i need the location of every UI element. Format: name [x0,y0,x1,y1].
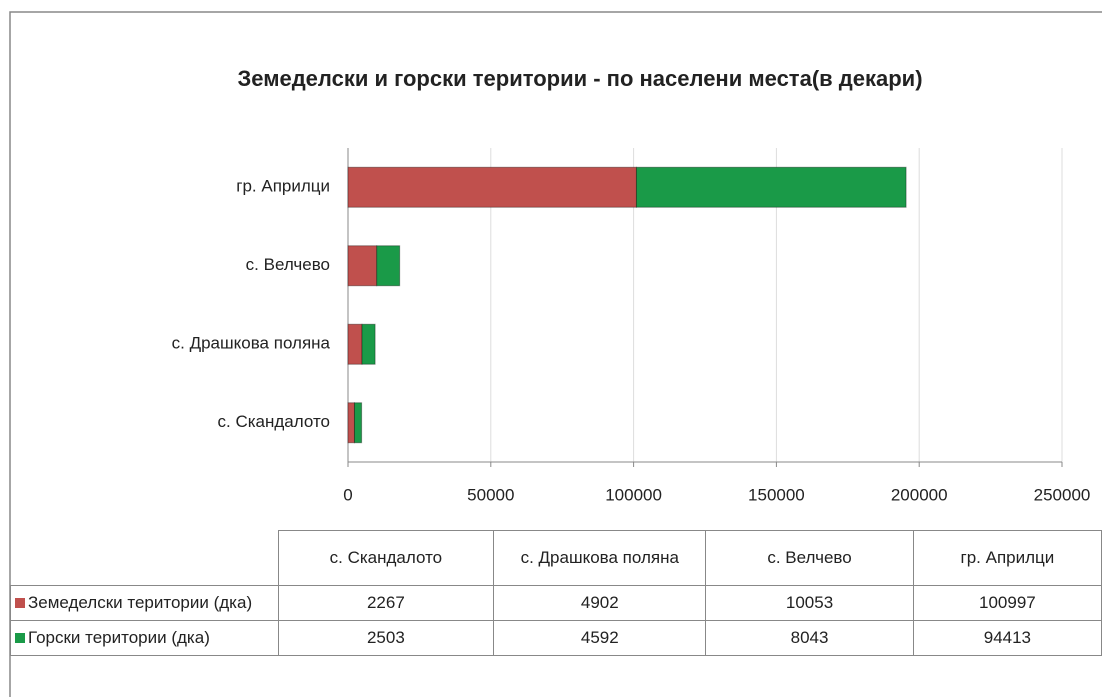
x-tick-label: 150000 [748,485,805,504]
bar [347,323,363,365]
bar [361,323,376,365]
table-row: Горски територии (дка) 2503 4592 8043 94413 [10,620,1102,656]
table-cell: 10053 [705,585,914,621]
table-cell: 94413 [912,620,1102,656]
x-tick-label: 200000 [891,485,948,504]
chart-frame [9,11,1102,697]
legend-swatch [15,633,25,643]
table-header: с. Велчево [705,530,914,586]
table-corner [10,530,279,586]
y-tick-label: гр. Априлци [236,177,330,196]
table-cell: 2503 [277,620,495,656]
table-header: гр. Априлци [912,530,1102,586]
x-tick-label: 250000 [1034,485,1091,504]
bar [347,166,637,208]
chart-title: Земеделски и горски територии - по насел… [237,66,922,91]
data-table: с. Скандалото с. Драшкова поляна с. Велчев… [10,530,1102,656]
table-cell: 8043 [705,620,914,656]
table-header: с. Драшкова поляна [493,530,707,586]
x-tick-label: 100000 [605,485,662,504]
legend-label: Горски територии (дка) [28,628,210,647]
bar [347,402,355,444]
bar [635,166,907,208]
bar [353,402,363,444]
table-cell: 2267 [277,585,495,621]
table-cell: 4902 [493,585,707,621]
legend-label: Земеделски територии (дка) [28,593,253,612]
y-tick-label: с. Велчево [246,255,330,274]
x-tick-label: 0 [343,485,352,504]
table-header-row: с. Скандалото с. Драшкова поляна с. Велчев… [10,530,1102,586]
legend-swatch [15,598,25,608]
table-row: Земеделски територии (дка) 2267 4902 10053 1… [10,585,1102,621]
table-header: с. Скандалото [277,530,495,586]
x-tick-label: 50000 [467,485,514,504]
y-tick-label: с. Драшкова поляна [172,334,331,353]
table-row-label: Горски територии (дка) [10,620,279,656]
y-tick-label: с. Скандалото [218,412,331,431]
table-cell: 100997 [912,585,1102,621]
bar [376,245,401,287]
table-row-label: Земеделски територии (дка) [10,585,279,621]
table-cell: 4592 [493,620,707,656]
bar [347,245,378,287]
